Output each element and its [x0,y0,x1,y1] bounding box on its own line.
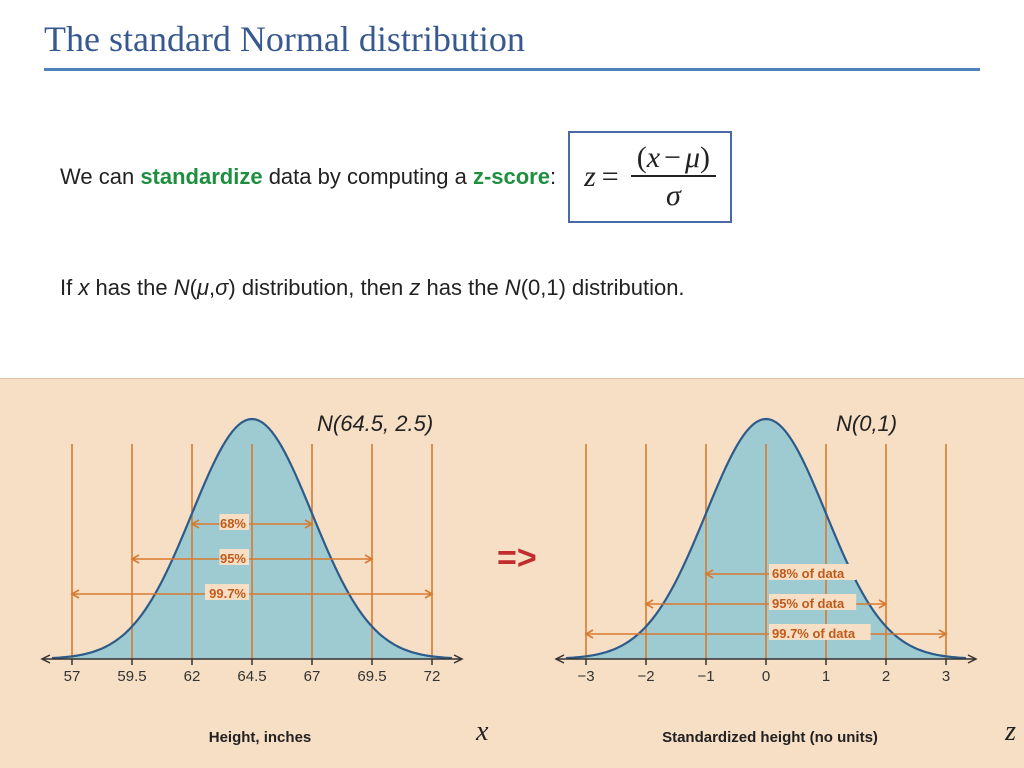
l2-sig: σ [215,275,228,300]
right-curve-svg: −3 −2 −1 0 1 2 3 68% of data 95% of data 99.7% of… [526,389,1006,709]
svg-text:67: 67 [304,668,321,685]
svg-text:57: 57 [64,668,81,685]
left-axis-title: Height, inches [150,729,370,746]
intro-line-2: If x has the N(μ,σ) distribution, then z… [60,275,964,301]
left-curve-label: N(64.5, 2.5) [317,411,433,437]
svg-text:0: 0 [762,668,770,685]
right-curve-label: N(0,1) [836,411,897,437]
svg-text:95% of data: 95% of data [772,596,845,611]
l2-p2: has the [89,275,173,300]
frac-x: x [647,141,660,174]
l2-x: x [78,275,89,300]
intro-suffix: : [550,164,556,189]
page-title: The standard Normal distribution [0,0,1024,68]
l2-mu: μ [197,275,209,300]
formula-lhs: z [584,160,596,194]
hl-standardize: standardize [140,164,262,189]
formula-fraction: (x−μ) σ [631,141,716,213]
svg-text:68%: 68% [220,516,246,531]
l2-N1: N [174,275,190,300]
hl-zscore: z-score [473,164,550,189]
svg-text:1: 1 [822,668,830,685]
intro-prefix: We can [60,164,140,189]
left-axis-symbol: x [476,716,488,748]
l2-p5: has the [420,275,504,300]
svg-text:72: 72 [424,668,441,685]
diagram-area: 57 59.5 62 64.5 67 69.5 72 68% 95% 99.7% N(64.5, … [0,378,1024,768]
frac-minus: − [664,141,681,174]
svg-text:−1: −1 [697,668,714,685]
svg-text:2: 2 [882,668,890,685]
intro-mid: data by computing a [263,164,473,189]
left-diagram: 57 59.5 62 64.5 67 69.5 72 68% 95% 99.7% N(64.5, … [12,389,492,689]
svg-text:3: 3 [942,668,950,685]
left-curve-svg: 57 59.5 62 64.5 67 69.5 72 68% 95% 99.7% [12,389,492,709]
svg-text:−2: −2 [637,668,654,685]
intro-line-1: We can standardize data by computing a z… [60,131,964,223]
l2-N2: N [505,275,521,300]
svg-text:95%: 95% [220,551,246,566]
svg-text:99.7%: 99.7% [209,586,246,601]
svg-text:62: 62 [184,668,201,685]
formula-eq: = [602,160,619,194]
frac-rparen: ) [700,141,710,174]
right-axis-title: Standardized height (no units) [630,729,910,746]
right-diagram: −3 −2 −1 0 1 2 3 68% of data 95% of data 99.7% of… [526,389,1006,689]
l2-p4: ) distribution, then [228,275,409,300]
l2-z: z [409,275,420,300]
frac-sigma: σ [660,177,687,213]
svg-text:64.5: 64.5 [237,668,266,685]
frac-mu: μ [685,141,700,174]
l2-p1: If [60,275,78,300]
svg-text:59.5: 59.5 [117,668,146,685]
l2-p6: (0,1) distribution. [521,275,685,300]
right-axis-symbol: z [1005,716,1016,748]
frac-lparen: ( [637,141,647,174]
formula-box: z = (x−μ) σ [568,131,732,223]
intro-block: We can standardize data by computing a z… [0,71,1024,301]
l2-p3: ( [190,275,197,300]
svg-text:68% of data: 68% of data [772,566,845,581]
svg-text:69.5: 69.5 [357,668,386,685]
svg-text:−3: −3 [577,668,594,685]
svg-text:99.7% of data: 99.7% of data [772,626,856,641]
